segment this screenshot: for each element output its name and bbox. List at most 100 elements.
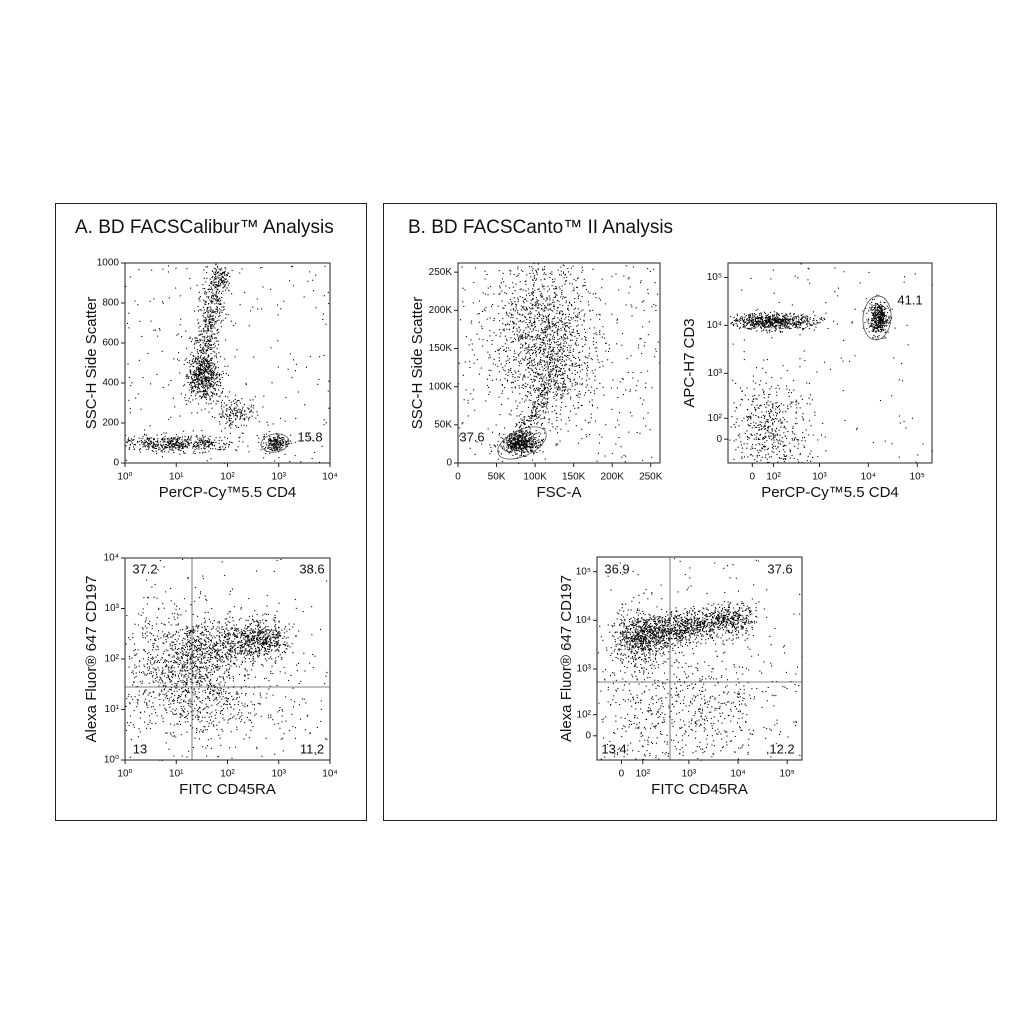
event-dot xyxy=(200,368,202,370)
event-dot xyxy=(182,446,184,448)
event-dot xyxy=(291,266,293,268)
event-dot xyxy=(166,695,168,697)
event-dot xyxy=(161,446,163,448)
event-dot xyxy=(202,443,204,445)
event-dot xyxy=(257,651,259,653)
event-dot xyxy=(258,652,260,654)
event-dot xyxy=(231,409,233,411)
event-dot xyxy=(276,637,278,639)
event-dot xyxy=(226,624,228,626)
event-dot xyxy=(175,439,177,441)
event-dot xyxy=(244,417,246,419)
event-dot xyxy=(212,326,214,328)
event-dot xyxy=(184,695,186,697)
event-dot xyxy=(206,745,208,747)
event-dot xyxy=(218,297,220,299)
event-dot xyxy=(212,392,214,394)
event-dot xyxy=(203,378,205,380)
event-dot xyxy=(220,640,222,642)
event-dot xyxy=(199,364,201,366)
event-dot xyxy=(218,312,220,314)
event-dot xyxy=(288,730,290,732)
event-dot xyxy=(186,636,188,638)
event-dot xyxy=(147,444,149,446)
event-dot xyxy=(311,634,313,636)
event-dot xyxy=(202,385,204,387)
event-dot xyxy=(157,443,159,445)
event-dot xyxy=(258,656,260,658)
event-dot xyxy=(199,656,201,658)
event-dot xyxy=(208,445,210,447)
event-dot xyxy=(266,643,268,645)
event-dot xyxy=(531,443,533,445)
event-dot xyxy=(190,383,192,385)
event-dot xyxy=(142,634,144,636)
event-dot xyxy=(156,645,158,647)
event-dot xyxy=(218,439,220,441)
event-dot xyxy=(208,697,210,699)
event-dot xyxy=(263,435,265,437)
event-dot xyxy=(162,680,164,682)
event-dot xyxy=(170,441,172,443)
event-dot xyxy=(144,429,146,431)
event-dot xyxy=(252,635,254,637)
event-dot xyxy=(176,657,178,659)
event-dot xyxy=(222,279,224,281)
event-dot xyxy=(186,731,188,733)
event-dot xyxy=(163,660,165,662)
event-dot xyxy=(211,443,213,445)
event-dot xyxy=(185,682,187,684)
event-dot xyxy=(198,369,200,371)
event-dot xyxy=(218,352,220,354)
event-dot xyxy=(238,619,240,621)
event-dot xyxy=(253,631,255,633)
event-dot xyxy=(147,653,149,655)
event-dot xyxy=(224,618,226,620)
event-dot xyxy=(194,677,196,679)
event-dot xyxy=(208,369,210,371)
event-dot xyxy=(235,449,237,451)
event-dot xyxy=(239,402,241,404)
event-dot xyxy=(262,631,264,633)
event-dot xyxy=(517,441,519,443)
event-dot xyxy=(510,445,512,447)
event-dot xyxy=(190,395,192,397)
event-dot xyxy=(209,313,211,315)
event-dot xyxy=(218,446,220,448)
event-dot xyxy=(224,271,226,273)
event-dot xyxy=(187,438,189,440)
event-dot xyxy=(210,326,212,328)
event-dot xyxy=(206,647,208,649)
event-dot xyxy=(263,436,265,438)
event-dot xyxy=(274,629,276,631)
event-dot xyxy=(209,692,211,694)
event-dot xyxy=(210,402,212,404)
event-dot xyxy=(161,670,163,672)
event-dot xyxy=(519,439,521,441)
event-dot xyxy=(215,657,217,659)
event-dot xyxy=(244,630,246,632)
event-dot xyxy=(175,687,177,689)
event-dot xyxy=(248,640,250,642)
event-dot xyxy=(221,392,223,394)
event-dot xyxy=(215,300,217,302)
event-dot xyxy=(280,444,282,446)
event-dot xyxy=(177,674,179,676)
event-dot xyxy=(224,654,226,656)
event-dot xyxy=(274,621,276,623)
event-dot xyxy=(186,644,188,646)
event-dot xyxy=(141,441,143,443)
event-dot xyxy=(223,690,225,692)
event-dot xyxy=(150,442,152,444)
event-dot xyxy=(206,341,208,343)
event-dot xyxy=(226,273,228,275)
event-dot xyxy=(249,630,251,632)
event-dot xyxy=(209,692,211,694)
event-dot xyxy=(249,633,251,635)
event-dot xyxy=(259,651,261,653)
event-dot xyxy=(264,649,266,651)
event-dot xyxy=(187,442,189,444)
event-dot xyxy=(178,623,180,625)
event-dot xyxy=(218,632,220,634)
event-dot xyxy=(231,628,233,630)
